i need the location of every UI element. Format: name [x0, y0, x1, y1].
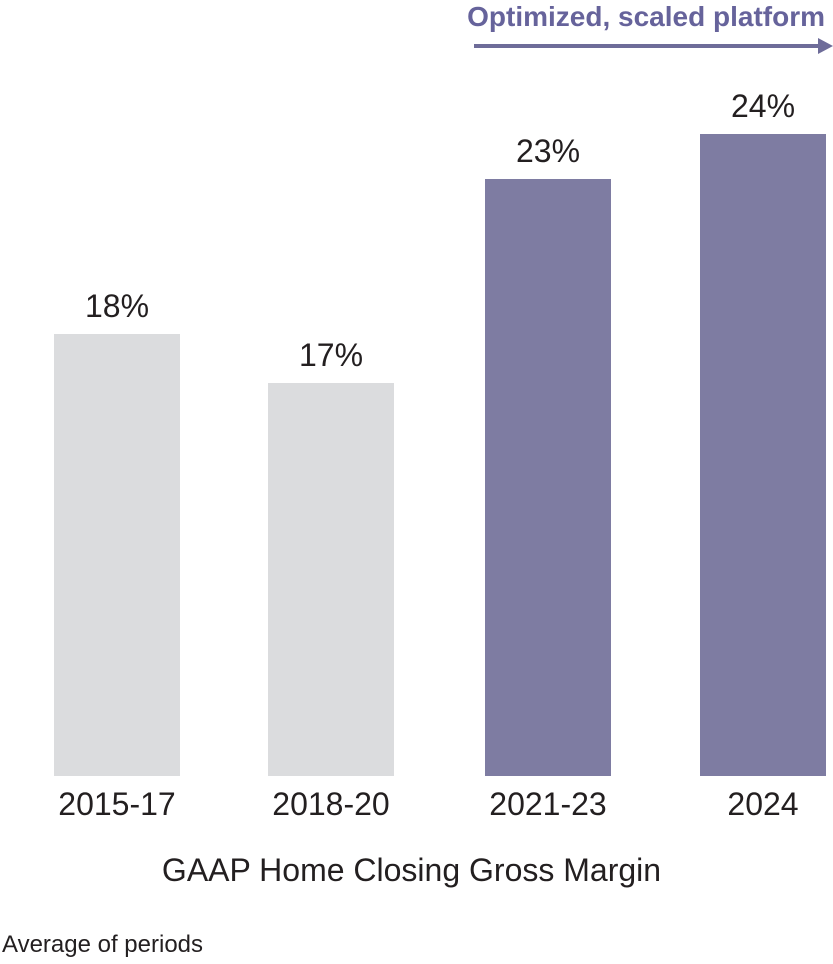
bar	[54, 334, 180, 776]
bar-value-label: 17%	[298, 337, 364, 374]
bar-group-2024: 24%	[700, 88, 826, 776]
arrow-head	[818, 38, 833, 54]
arrow-shaft	[474, 44, 820, 48]
bar-group-2015-17: 18%	[54, 288, 180, 776]
bar-value-label: 18%	[84, 288, 150, 325]
x-axis-label: 2021-23	[489, 786, 607, 822]
bar-group-2021-23: 23%	[485, 133, 611, 776]
right-arrow-icon	[474, 38, 833, 54]
x-axis-label: 2024	[727, 786, 799, 822]
bar-value-label: 23%	[515, 133, 581, 170]
bar-chart-plot-area: 18% 17% 23% 24%	[54, 88, 826, 776]
annotation-label: Optimized, scaled platform	[467, 1, 825, 32]
bar	[485, 179, 611, 776]
bar	[700, 134, 826, 776]
footnote: Average of periods	[2, 931, 204, 958]
bar-group-2018-20: 17%	[268, 337, 394, 776]
bar	[268, 383, 394, 776]
bar-value-label: 24%	[730, 88, 796, 125]
chart-title: GAAP Home Closing Gross Margin	[161, 852, 662, 888]
x-axis-label: 2018-20	[272, 786, 390, 822]
x-axis-label: 2015-17	[58, 786, 176, 822]
